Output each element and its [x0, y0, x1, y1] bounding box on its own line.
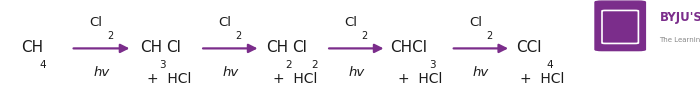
Text: Cl: Cl	[292, 40, 307, 55]
Text: 2: 2	[311, 60, 317, 70]
Text: hv: hv	[222, 66, 239, 79]
Text: Cl: Cl	[90, 16, 102, 28]
Text: CH: CH	[21, 40, 43, 55]
Text: +  HCl: + HCl	[273, 72, 317, 86]
Text: Cl: Cl	[344, 16, 357, 28]
Text: 2: 2	[362, 31, 368, 41]
Text: 4: 4	[546, 60, 552, 70]
Text: Cl: Cl	[166, 40, 181, 55]
Text: 2: 2	[107, 31, 113, 41]
Text: +  HCl: + HCl	[147, 72, 191, 86]
Text: Cl: Cl	[218, 16, 231, 28]
Text: hv: hv	[473, 66, 489, 79]
Text: hv: hv	[348, 66, 365, 79]
Text: The Learning App: The Learning App	[659, 37, 700, 43]
Text: CHCl: CHCl	[391, 40, 428, 55]
Text: CH: CH	[266, 40, 288, 55]
Text: 2: 2	[486, 31, 492, 41]
Text: +  HCl: + HCl	[520, 72, 564, 86]
Text: CH: CH	[140, 40, 162, 55]
Text: 3: 3	[429, 60, 435, 70]
Text: hv: hv	[93, 66, 110, 79]
Text: +  HCl: + HCl	[398, 72, 442, 86]
Text: 2: 2	[236, 31, 241, 41]
Text: BYJU'S: BYJU'S	[659, 11, 700, 24]
FancyBboxPatch shape	[595, 1, 645, 51]
Text: 4: 4	[40, 60, 46, 70]
Text: 3: 3	[159, 60, 165, 70]
Text: Cl: Cl	[469, 16, 482, 28]
Text: 2: 2	[285, 60, 291, 70]
Text: CCl: CCl	[517, 40, 542, 55]
